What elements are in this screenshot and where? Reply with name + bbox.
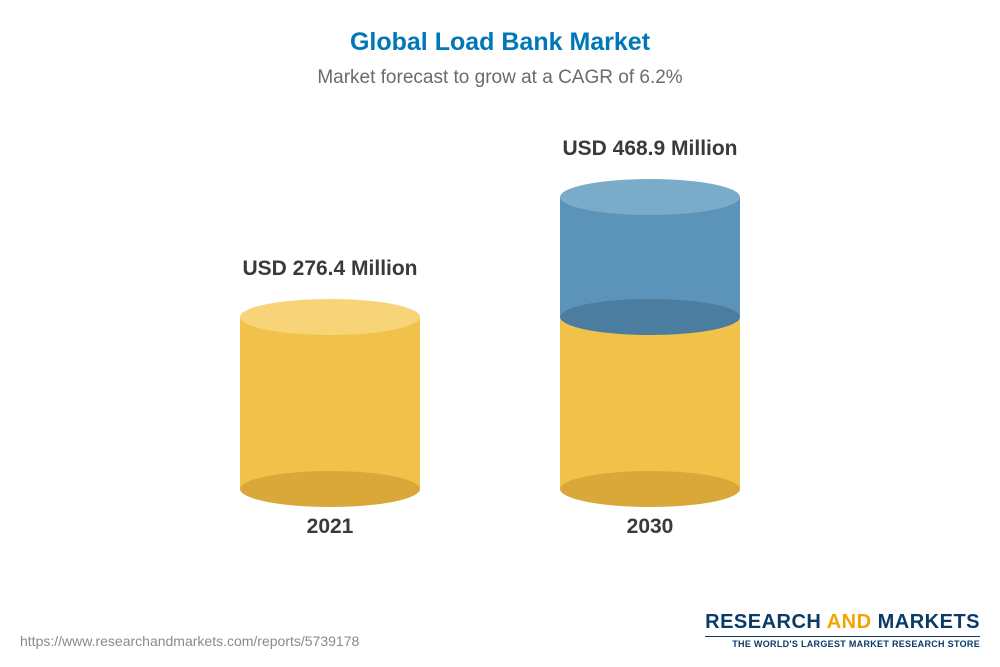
logo-tagline: THE WORLD'S LARGEST MARKET RESEARCH STOR… <box>705 636 980 649</box>
bar-2021-value-label: USD 276.4 Million <box>200 257 460 281</box>
bar-2021-top <box>240 299 420 335</box>
bar-2021-year-label: 2021 <box>240 515 420 539</box>
bar-2030-segment-upper-base <box>560 299 740 335</box>
bar-2021: USD 276.4 Million 2021 <box>240 317 420 489</box>
footer: https://www.researchandmarkets.com/repor… <box>20 611 980 649</box>
logo-word-markets: MARKETS <box>878 611 980 633</box>
bar-2030-year-label: 2030 <box>560 515 740 539</box>
logo-title: RESEARCH AND MARKETS <box>705 611 980 634</box>
source-url: https://www.researchandmarkets.com/repor… <box>20 633 359 649</box>
chart-subtitle: Market forecast to grow at a CAGR of 6.2… <box>0 67 1000 89</box>
chart-area: USD 276.4 Million 2021 USD 468.9 Million <box>0 129 1000 549</box>
logo: RESEARCH AND MARKETS THE WORLD'S LARGEST… <box>705 611 980 649</box>
bar-2021-base <box>240 471 420 507</box>
logo-word-research: RESEARCH <box>705 611 821 633</box>
bar-2030-base <box>560 471 740 507</box>
bar-2030: USD 468.9 Million 2030 <box>560 197 740 489</box>
bar-2030-segment-lower <box>560 317 740 489</box>
bar-2021-body <box>240 317 420 489</box>
logo-word-and: AND <box>827 611 872 633</box>
bar-2030-value-label: USD 468.9 Million <box>520 137 780 161</box>
bar-2030-top <box>560 179 740 215</box>
chart-title: Global Load Bank Market <box>0 0 1000 57</box>
